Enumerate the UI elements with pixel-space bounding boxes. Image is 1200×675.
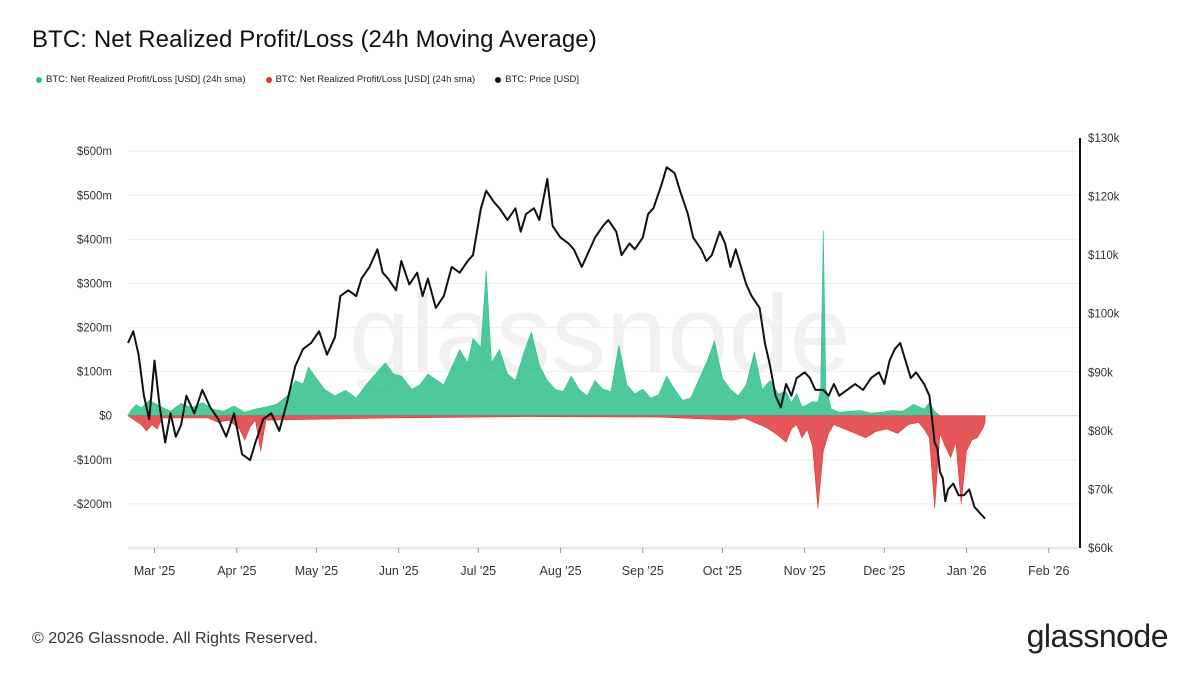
- x-tick-label-11: Feb '26: [1028, 564, 1069, 578]
- y-left-tick-label-2: $0: [99, 411, 112, 423]
- y-right-tick-label-1: $70k: [1088, 484, 1113, 496]
- chart-title: BTC: Net Realized Profit/Loss (24h Movin…: [32, 26, 597, 53]
- y-right-tick-label-7: $130k: [1088, 133, 1120, 145]
- legend-item-price[interactable]: BTC: Price [USD]: [495, 74, 579, 85]
- legend-dot-profit: [36, 76, 42, 83]
- x-tick-label-2: May '25: [295, 564, 338, 578]
- x-tick-label-7: Oct '25: [703, 564, 742, 578]
- y-right-tick-label-2: $80k: [1088, 426, 1113, 438]
- x-tick-label-1: Apr '25: [217, 564, 256, 578]
- chart-legend: BTC: Net Realized Profit/Loss [USD] (24h…: [36, 74, 579, 85]
- y-right-tick-label-5: $110k: [1088, 250, 1119, 262]
- y-left-tick-label-7: $500m: [77, 190, 112, 202]
- y-right-tick-label-3: $90k: [1088, 367, 1113, 379]
- series-line-price: [127, 166, 986, 520]
- x-tick-label-3: Jun '25: [379, 564, 419, 578]
- x-tick-label-8: Nov '25: [784, 564, 826, 578]
- y-left-tick-label-0: -$200m: [73, 499, 112, 511]
- legend-item-loss[interactable]: BTC: Net Realized Profit/Loss [USD] (24h…: [265, 74, 476, 85]
- glassnode-logo: glassnode: [1026, 618, 1169, 654]
- y-left-tick-label-1: -$100m: [73, 455, 112, 467]
- y-left-tick-label-4: $200m: [77, 323, 112, 335]
- copyright-notice: © 2026 Glassnode. All Rights Reserved.: [32, 630, 318, 647]
- x-tick-label-10: Jan '26: [947, 564, 987, 578]
- x-tick-label-5: Aug '25: [540, 564, 582, 578]
- legend-label-loss: BTC: Net Realized Profit/Loss [USD] (24h…: [275, 74, 476, 85]
- y-right-tick-label-4: $100k: [1088, 309, 1120, 321]
- x-tick-label-6: Sep '25: [622, 564, 664, 578]
- y-left-tick-label-5: $300m: [77, 278, 112, 290]
- y-right-tick-label-0: $60k: [1088, 543, 1113, 555]
- y-left-tick-label-8: $600m: [77, 146, 112, 158]
- y-left-tick-label-3: $100m: [77, 367, 112, 379]
- series-area-loss: [127, 415, 986, 509]
- legend-label-profit: BTC: Net Realized Profit/Loss [USD] (24h…: [46, 74, 246, 85]
- legend-item-profit[interactable]: BTC: Net Realized Profit/Loss [USD] (24h…: [36, 74, 246, 85]
- series-area-profit: [127, 230, 986, 417]
- y-right-tick-label-6: $120k: [1088, 192, 1120, 204]
- x-tick-label-4: Jul '25: [460, 564, 496, 578]
- x-tick-label-0: Mar '25: [134, 564, 175, 578]
- legend-label-price: BTC: Price [USD]: [505, 74, 580, 85]
- legend-dot-price: [495, 76, 502, 83]
- y-left-tick-label-6: $400m: [77, 234, 112, 246]
- legend-dot-loss: [265, 76, 272, 83]
- x-tick-label-9: Dec '25: [863, 564, 905, 578]
